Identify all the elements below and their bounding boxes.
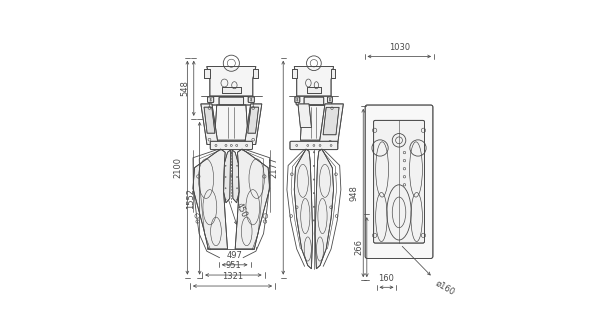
Polygon shape — [232, 150, 239, 203]
FancyBboxPatch shape — [374, 121, 425, 243]
FancyBboxPatch shape — [365, 105, 433, 258]
Text: 1552: 1552 — [186, 188, 195, 209]
FancyBboxPatch shape — [295, 97, 300, 102]
Text: ø160: ø160 — [434, 279, 457, 297]
FancyBboxPatch shape — [207, 97, 213, 102]
Polygon shape — [235, 149, 270, 249]
Text: 948: 948 — [350, 185, 359, 201]
Polygon shape — [224, 150, 231, 203]
Text: 2100: 2100 — [174, 157, 183, 178]
Polygon shape — [204, 107, 215, 133]
FancyBboxPatch shape — [304, 97, 324, 105]
Bar — [331, 69, 336, 77]
Text: 951: 951 — [226, 261, 241, 271]
FancyBboxPatch shape — [290, 141, 338, 150]
Polygon shape — [193, 149, 228, 249]
Polygon shape — [201, 104, 218, 144]
Text: 450: 450 — [234, 201, 249, 219]
Bar — [204, 69, 210, 77]
Bar — [222, 87, 240, 93]
FancyBboxPatch shape — [210, 141, 253, 150]
Polygon shape — [215, 105, 248, 140]
Polygon shape — [315, 149, 334, 269]
FancyBboxPatch shape — [209, 96, 254, 105]
FancyBboxPatch shape — [248, 97, 254, 102]
Polygon shape — [248, 107, 259, 133]
Bar — [222, 87, 240, 93]
Bar — [331, 69, 336, 77]
Text: 497: 497 — [227, 251, 243, 260]
Polygon shape — [294, 149, 313, 269]
FancyBboxPatch shape — [296, 96, 332, 105]
Polygon shape — [245, 104, 262, 144]
Bar — [253, 69, 258, 77]
Bar — [292, 69, 296, 77]
Text: 160: 160 — [379, 274, 395, 283]
Polygon shape — [298, 104, 312, 127]
Polygon shape — [300, 105, 328, 140]
Text: 266: 266 — [354, 239, 363, 255]
Polygon shape — [294, 66, 334, 96]
Text: 2177: 2177 — [270, 157, 279, 178]
Polygon shape — [323, 107, 339, 135]
Polygon shape — [319, 104, 343, 147]
Bar — [307, 87, 321, 93]
FancyBboxPatch shape — [219, 97, 243, 105]
Bar — [307, 87, 321, 93]
Text: 1321: 1321 — [222, 273, 243, 282]
Text: 1030: 1030 — [389, 43, 410, 52]
Bar — [292, 69, 296, 77]
Bar — [204, 69, 210, 77]
FancyBboxPatch shape — [328, 97, 332, 102]
Bar — [253, 69, 258, 77]
Text: 548: 548 — [180, 80, 189, 96]
Polygon shape — [207, 66, 256, 96]
